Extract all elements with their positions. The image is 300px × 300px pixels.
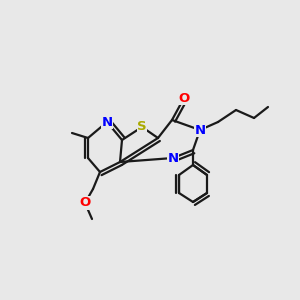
Text: O: O xyxy=(178,92,190,104)
Text: N: N xyxy=(101,116,112,128)
Text: N: N xyxy=(194,124,206,136)
Text: S: S xyxy=(137,121,147,134)
Text: N: N xyxy=(167,152,178,164)
Text: O: O xyxy=(80,196,91,209)
